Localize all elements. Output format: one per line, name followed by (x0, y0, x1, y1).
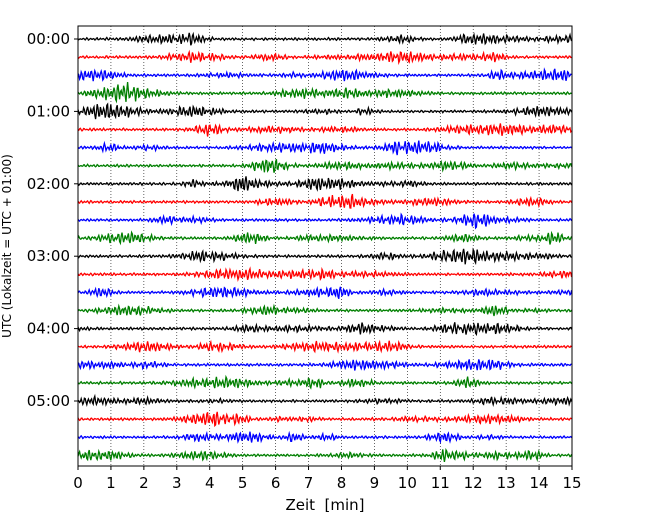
x-tick-label-9: 9 (370, 474, 380, 492)
x-tick-label-6: 6 (271, 474, 281, 492)
x-axis-label: Zeit [min] (285, 496, 364, 514)
trace-9 (77, 193, 573, 209)
trace-3 (77, 82, 572, 104)
y-tick-label-2: 02:00 (27, 175, 70, 193)
trace-13 (77, 266, 573, 282)
trace-14 (77, 285, 573, 300)
y-axis-ticks: 00:00 01:00 02:00 03:00 04:00 05:00 (27, 30, 78, 410)
trace-2 (77, 67, 572, 82)
y-tick-label-0: 00:00 (27, 30, 70, 48)
trace-19 (77, 374, 573, 390)
trace-1 (77, 49, 572, 66)
plot-frame (77, 25, 573, 467)
x-tick-label-15: 15 (562, 474, 581, 492)
y-tick-label-3: 03:00 (27, 247, 70, 265)
trace-23 (77, 447, 573, 463)
y-tick-label-5: 05:00 (27, 392, 70, 410)
grid-lines (110, 26, 540, 466)
x-tick-label-8: 8 (337, 474, 347, 492)
trace-0 (77, 31, 573, 46)
y-tick-label-4: 04:00 (27, 320, 70, 338)
x-tick-label-12: 12 (464, 474, 483, 492)
x-tick-label-13: 13 (497, 474, 516, 492)
trace-20 (77, 393, 573, 408)
x-tick-label-3: 3 (172, 474, 182, 492)
y-tick-label-1: 01:00 (27, 102, 70, 120)
trace-11 (77, 230, 573, 246)
x-tick-label-1: 1 (106, 474, 116, 492)
x-tick-label-7: 7 (304, 474, 314, 492)
plot-background (78, 26, 572, 466)
x-tick-label-2: 2 (139, 474, 149, 492)
trace-4 (77, 102, 573, 120)
x-tick-label-5: 5 (238, 474, 248, 492)
trace-7 (77, 158, 573, 173)
x-tick-label-14: 14 (530, 474, 549, 492)
trace-16 (77, 321, 573, 337)
x-tick-label-4: 4 (205, 474, 215, 492)
trace-17 (77, 339, 572, 354)
x-tick-label-11: 11 (431, 474, 450, 492)
seismic-traces (77, 31, 573, 463)
trace-15 (77, 303, 573, 317)
trace-5 (77, 123, 573, 137)
trace-22 (77, 430, 573, 445)
trace-10 (77, 212, 573, 230)
trace-8 (77, 176, 573, 192)
trace-18 (77, 358, 572, 372)
x-tick-label-10: 10 (398, 474, 417, 492)
trace-6 (77, 140, 573, 156)
trace-12 (77, 247, 572, 266)
trace-21 (77, 411, 573, 428)
x-tick-label-0: 0 (73, 474, 83, 492)
y-axis-label: UTC (Lokalzeit = UTC + 01:00) (0, 154, 14, 338)
x-axis-ticks: 0 1 2 3 4 5 6 7 8 9 10 11 12 13 14 15 (73, 466, 582, 492)
